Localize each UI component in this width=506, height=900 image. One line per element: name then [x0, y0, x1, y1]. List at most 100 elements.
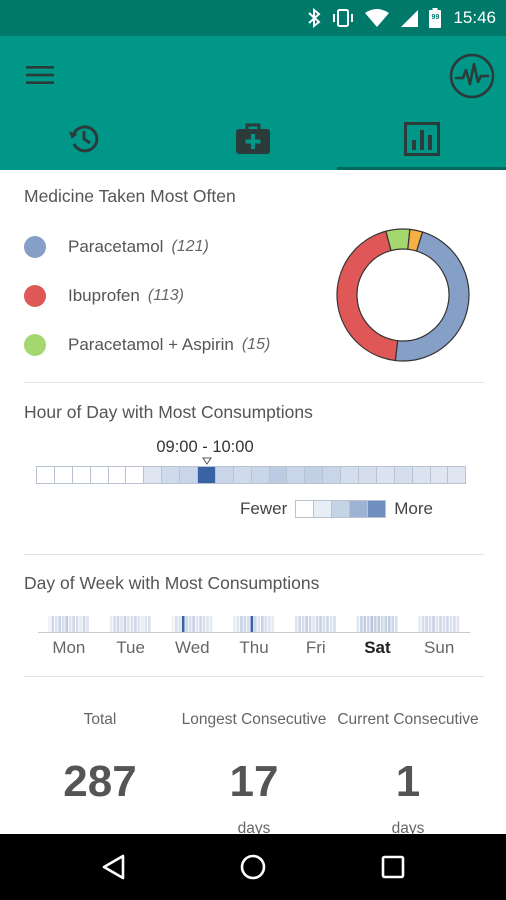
week-density-bar: [298, 616, 302, 632]
cell-signal-icon: [401, 10, 419, 27]
day-label-fri: Fri: [305, 638, 326, 657]
week-density-bar: [418, 616, 421, 632]
scale-swatch: [350, 500, 369, 518]
week-density-bar: [130, 616, 134, 632]
week-density-bar: [380, 616, 384, 632]
stat-label: Total: [83, 711, 117, 728]
week-density-bar: [134, 616, 137, 632]
week-density-bar: [449, 616, 453, 632]
week-heatmap: [48, 616, 460, 632]
status-time: 15:46: [453, 8, 496, 27]
day-label-mon: Mon: [52, 638, 86, 657]
menu-button[interactable]: [18, 56, 62, 94]
hour-cell: [323, 466, 342, 484]
week-density-bar: [373, 616, 377, 632]
hour-section-title: Hour of Day with Most Consumptions: [24, 402, 313, 422]
week-density-bar: [61, 616, 65, 632]
day-labels: Mon Tue Wed Thu Fri Sat Sun: [38, 638, 470, 658]
week-density-bar: [199, 616, 202, 632]
hour-cell: [287, 466, 306, 484]
day-label-thu: Thu: [239, 638, 269, 657]
pulse-button[interactable]: [448, 52, 496, 100]
hour-cell: [394, 466, 413, 484]
week-density-bar: [188, 616, 192, 632]
week-density-bar: [394, 616, 398, 632]
scale-more-label: More: [394, 499, 433, 518]
week-density-bar: [435, 616, 439, 632]
bar-chart-icon: [403, 122, 440, 156]
week-density-bar: [322, 616, 326, 632]
week-density-bar: [147, 616, 151, 632]
medical-kit-icon: [236, 123, 270, 154]
legend-item: Ibuprofen (113): [24, 281, 184, 311]
battery-icon: 99: [429, 8, 442, 28]
menu-icon: [26, 66, 54, 84]
week-density-bar: [144, 616, 148, 632]
week-density-bar: [195, 616, 199, 632]
week-density-bar: [370, 616, 374, 632]
peak-marker-icon: [202, 457, 212, 465]
hour-cell: [180, 466, 199, 484]
home-button[interactable]: [231, 848, 275, 886]
recents-button[interactable]: [371, 848, 415, 886]
day-label-tue: Tue: [116, 638, 145, 657]
hour-cell: [90, 466, 109, 484]
tab-medicine[interactable]: [169, 108, 338, 170]
week-density-bar: [75, 616, 79, 632]
hour-cell: [108, 466, 127, 484]
app-bar: [0, 36, 506, 170]
day-label-sun: Sun: [424, 638, 455, 657]
hour-cell: [54, 466, 73, 484]
week-density-bar: [141, 616, 144, 632]
statistics-content[interactable]: Medicine Taken Most Often Paracetamol (1…: [0, 170, 506, 834]
week-section-title: Day of Week with Most Consumptions: [24, 573, 320, 593]
week-density-bar: [257, 616, 261, 632]
hour-cell: [412, 466, 431, 484]
legend-item: Paracetamol + Aspirin (15): [24, 330, 270, 360]
week-density-bar: [58, 616, 62, 632]
week-density-bar: [123, 616, 127, 632]
week-density-bar: [432, 616, 435, 632]
day-label-sat: Sat: [364, 638, 391, 657]
hour-cell: [269, 466, 288, 484]
week-axis: [38, 632, 470, 633]
legend-name: Ibuprofen: [68, 286, 140, 305]
week-density-bar: [68, 616, 72, 632]
stat-value: 1: [395, 757, 421, 806]
week-density-bar: [363, 616, 367, 632]
medicine-donut-chart: [336, 228, 470, 362]
week-density-bar: [192, 616, 195, 632]
stat-current-consecutive: Current Consecutive 1 days: [324, 698, 492, 834]
tab-history[interactable]: [0, 108, 169, 170]
week-density-bar: [65, 616, 69, 632]
back-button[interactable]: [92, 848, 136, 886]
stat-label: Longest Consecutive: [181, 711, 327, 728]
week-density-bar: [356, 616, 360, 632]
scale-swatch: [368, 500, 387, 518]
week-density-bar: [442, 616, 446, 632]
week-density-bar: [72, 616, 76, 632]
week-density-bar: [174, 616, 178, 632]
hour-heatmap: [36, 466, 467, 484]
legend-count: (121): [171, 238, 209, 255]
hour-cell: [198, 466, 216, 484]
tab-statistics[interactable]: [337, 108, 506, 170]
stat-label: Current Consecutive: [337, 711, 479, 728]
hour-cell: [233, 466, 252, 484]
week-density-bar: [267, 616, 271, 632]
scale-swatches: [295, 500, 387, 518]
week-density-bar: [360, 616, 363, 632]
stat-value: 287: [63, 757, 137, 806]
week-density-bar: [236, 616, 240, 632]
wifi-icon: [365, 9, 390, 27]
divider: [24, 382, 484, 383]
week-density-bar: [202, 616, 206, 632]
medicine-section-title: Medicine Taken Most Often: [24, 186, 236, 206]
scale-fewer-label: Fewer: [240, 499, 288, 518]
week-density-bar: [120, 616, 123, 632]
week-density-bar: [333, 616, 336, 632]
stat-unit: days: [391, 820, 425, 834]
week-density-bar: [294, 616, 298, 632]
week-density-bar: [127, 616, 130, 632]
week-density-bar: [301, 616, 305, 632]
